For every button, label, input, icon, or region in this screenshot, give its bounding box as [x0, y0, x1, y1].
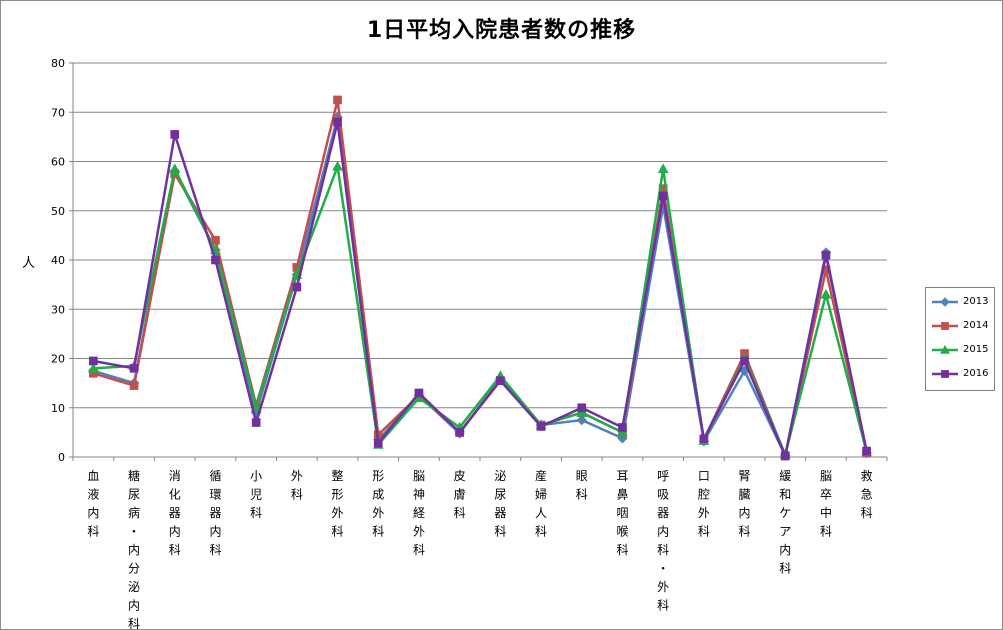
x-tick-label: 整形外科 — [332, 468, 344, 539]
data-point — [577, 403, 587, 413]
data-point — [821, 250, 831, 260]
data-point — [617, 426, 628, 437]
y-tick-label: 80 — [51, 57, 65, 70]
data-point — [88, 362, 99, 373]
legend: 2013 2014 2015 2016 — [925, 287, 995, 391]
data-point — [496, 376, 505, 385]
x-tick-label: 形成外科 — [372, 469, 384, 539]
data-point — [576, 414, 587, 426]
x-tick-label: 口腔外科 — [698, 469, 710, 539]
chart-title: 1日平均入院患者数の推移 — [366, 18, 637, 43]
legend-item: 2015 — [930, 340, 992, 360]
x-tick-label: 血液内科 — [87, 469, 99, 539]
x-tick-label: 耳鼻咽喉科 — [616, 469, 628, 557]
data-point — [740, 356, 749, 366]
data-point — [658, 191, 668, 201]
data-point — [129, 364, 139, 373]
data-point — [940, 344, 950, 354]
x-tick-label: 皮膚科 — [454, 469, 466, 520]
x-tick-label: 消化器内科 — [169, 469, 181, 557]
legend-item: 2016 — [930, 364, 992, 384]
legend-swatch — [932, 322, 958, 330]
data-point — [455, 428, 464, 437]
data-point — [251, 418, 261, 427]
y-tick-label: 30 — [51, 303, 65, 316]
data-point — [576, 407, 588, 417]
legend-label: 2014 — [963, 320, 989, 331]
y-axis-label: 人 — [22, 256, 36, 271]
x-tick-label: 腎臓内科 — [739, 469, 751, 539]
x-tick-label: 緩和ケア内科 — [779, 469, 791, 576]
data-point — [940, 297, 950, 307]
y-tick-label: 40 — [51, 254, 65, 267]
data-point — [536, 422, 546, 431]
data-point — [89, 356, 98, 366]
data-point — [618, 423, 627, 432]
legend-label: 2016 — [963, 368, 989, 379]
legend-swatch — [932, 297, 958, 307]
x-tick-label: 泌尿器科 — [494, 469, 506, 539]
data-point — [170, 130, 180, 139]
x-tick-label: 外科 — [291, 469, 303, 502]
data-point — [657, 163, 669, 173]
data-point — [333, 117, 342, 127]
data-point — [862, 446, 871, 456]
data-point — [820, 288, 832, 299]
data-point — [211, 255, 220, 265]
data-point — [373, 438, 383, 448]
y-tick-label: 10 — [51, 402, 65, 415]
legend-swatch — [932, 344, 958, 354]
data-point — [780, 451, 790, 461]
x-tick-label: 脳卒中科 — [820, 469, 832, 539]
x-tick-label: 小児科 — [250, 469, 262, 520]
legend-label: 2015 — [963, 344, 989, 355]
y-tick-label: 0 — [58, 451, 65, 464]
legend-item: 2014 — [930, 316, 992, 336]
x-tick-label: 眼科 — [576, 469, 588, 502]
data-point — [699, 434, 709, 444]
data-point — [332, 160, 343, 171]
y-tick-label: 20 — [51, 353, 65, 366]
y-tick-label: 70 — [51, 106, 65, 119]
data-point — [333, 95, 342, 105]
legend-swatch — [932, 370, 958, 378]
data-point — [414, 388, 424, 398]
x-tick-label: 循環器内科 — [209, 469, 221, 557]
data-point — [169, 163, 181, 173]
y-tick-label: 60 — [51, 156, 65, 169]
data-point — [941, 322, 949, 330]
y-tick-label: 50 — [51, 205, 65, 218]
series-line-2016 — [93, 120, 868, 458]
data-point — [941, 370, 949, 378]
x-tick-label: 糖尿病・内分泌内科 — [128, 468, 140, 630]
x-tick-label: 救急科 — [861, 468, 873, 520]
legend-label: 2013 — [963, 296, 989, 307]
x-tick-label: 呼吸器内科・外科 — [657, 469, 669, 613]
x-tick-label: 脳神経外科 — [413, 469, 425, 557]
data-point — [129, 381, 139, 390]
x-tick-label: 産婦人科 — [535, 468, 547, 539]
legend-item: 2013 — [930, 292, 992, 312]
data-point — [292, 282, 302, 292]
